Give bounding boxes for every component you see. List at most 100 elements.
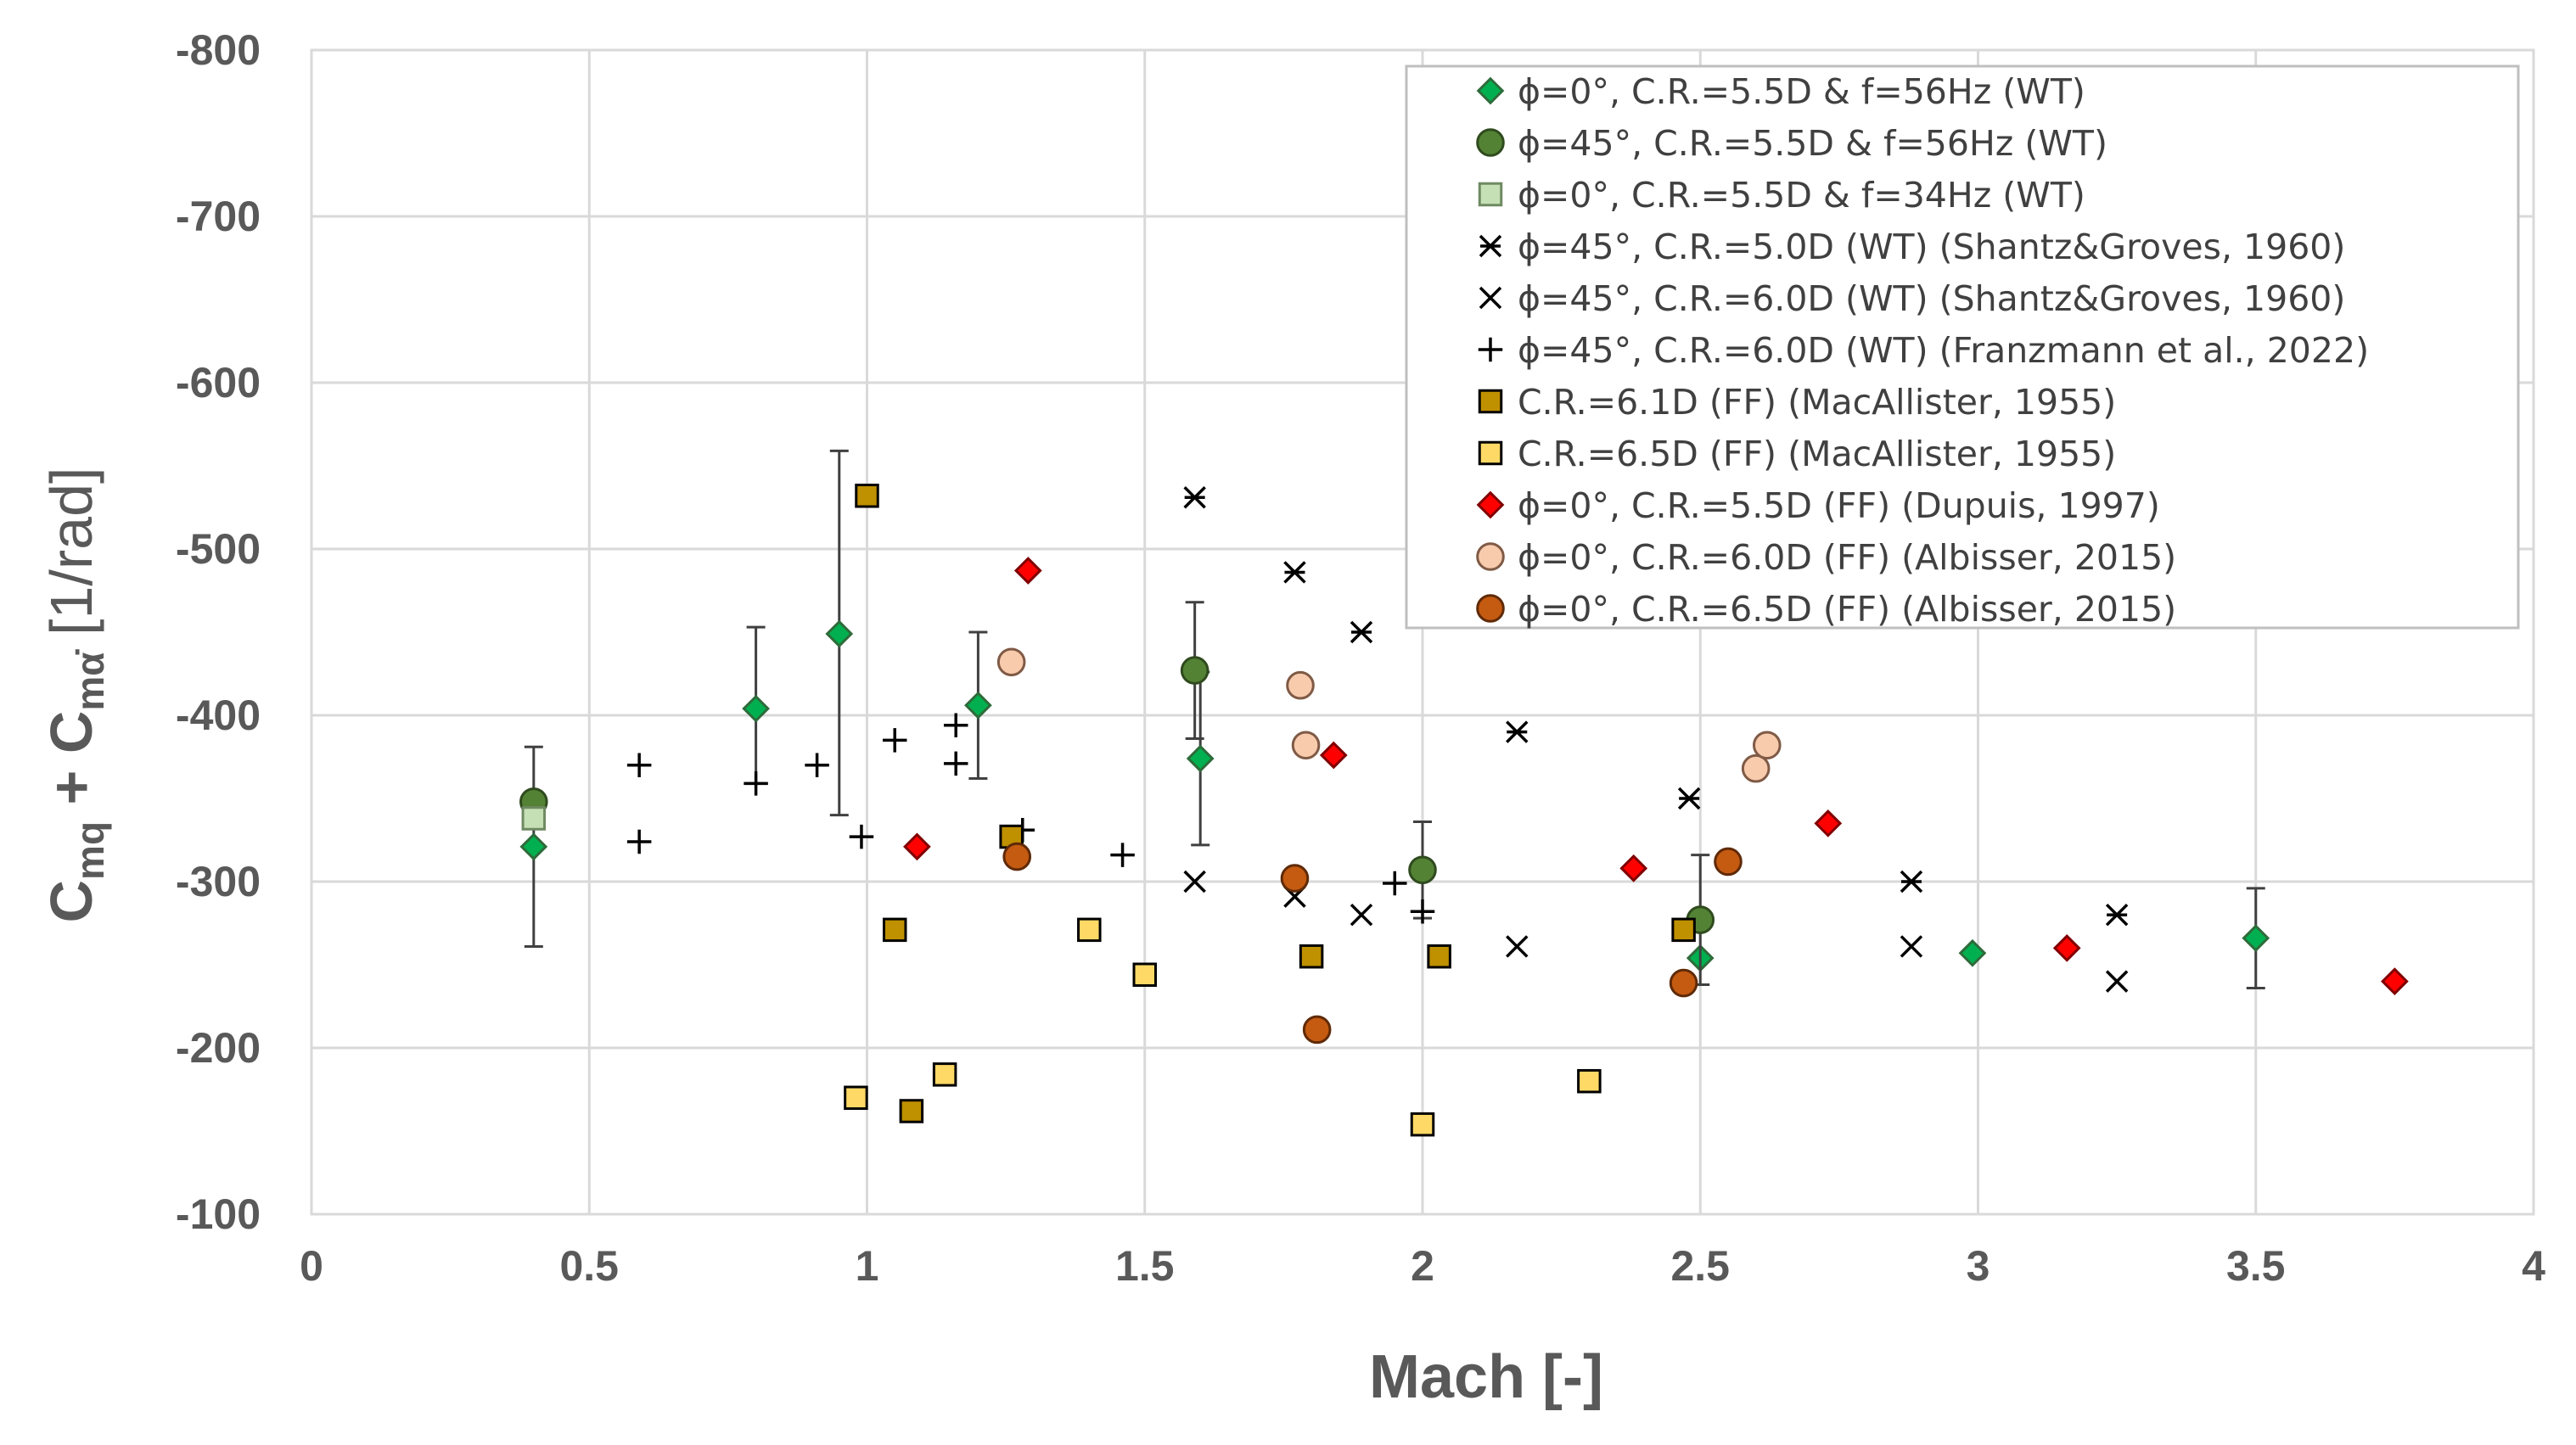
y-tick-label: -300: [176, 858, 261, 905]
data-point: [1410, 899, 1435, 924]
data-point: [1506, 720, 1529, 743]
data-point: [2105, 970, 2129, 993]
legend-label: ϕ=0°, C.R.=6.5D (FF) (Albisser, 2015): [1518, 589, 2176, 630]
legend-marker: [1478, 440, 1503, 466]
series-7: [844, 917, 1602, 1137]
series-0: [519, 449, 2270, 989]
legend-item-0: ϕ=0°, C.R.=5.5D & f=56Hz (WT): [1476, 71, 2085, 112]
legend-label: ϕ=0°, C.R.=5.5D & f=56Hz (WT): [1518, 71, 2085, 112]
data-point: [1900, 935, 1923, 958]
series-8: [903, 557, 2409, 995]
y-title-sub1: mq: [68, 821, 112, 880]
data-point: [1410, 1112, 1435, 1137]
data-point: [1383, 871, 1407, 896]
data-point: [626, 753, 652, 778]
data-point: [1741, 753, 1771, 783]
data-point: [932, 1062, 957, 1087]
x-tick-label: 1: [856, 1242, 879, 1290]
data-point: [1180, 656, 1209, 685]
data-point: [1506, 935, 1529, 958]
data-point: [1427, 944, 1451, 969]
data-point: [1110, 843, 1135, 867]
data-point: [521, 806, 547, 831]
legend-label: ϕ=0°, C.R.=5.5D & f=34Hz (WT): [1518, 175, 2085, 216]
legend-label: ϕ=45°, C.R.=5.5D & f=56Hz (WT): [1518, 123, 2107, 164]
data-point: [1283, 561, 1306, 584]
data-point: [744, 771, 768, 796]
legend-label: ϕ=0°, C.R.=6.0D (FF) (Albisser, 2015): [1518, 537, 2176, 578]
data-point: [1299, 944, 1324, 969]
data-point: [2242, 924, 2270, 953]
data-point: [1671, 917, 1696, 943]
legend-label: ϕ=45°, C.R.=5.0D (WT) (Shantz&Groves, 19…: [1518, 227, 2345, 267]
data-point: [1900, 870, 1923, 893]
series-6: [855, 484, 1696, 1123]
data-point: [943, 713, 968, 738]
data-point: [2381, 967, 2409, 995]
data-point: [1714, 847, 1743, 877]
data-point: [1619, 854, 1648, 882]
legend-marker: [1478, 337, 1503, 362]
y-title-c2: C: [38, 711, 104, 754]
series-2: [521, 806, 547, 831]
legend-item-4: ϕ=45°, C.R.=6.0D (WT) (Shantz&Groves, 19…: [1479, 278, 2345, 319]
legend-marker: [1476, 542, 1505, 571]
legend-marker: [1478, 182, 1503, 207]
y-axis-title: Cmq + Cmα̇ [1/rad]: [38, 468, 112, 923]
x-tick-label: 2.5: [1670, 1242, 1730, 1290]
legend-marker: [1478, 389, 1503, 414]
data-point: [1350, 903, 1373, 927]
data-point: [1814, 809, 1843, 837]
legend: ϕ=0°, C.R.=5.5D & f=56Hz (WT) ϕ=45°, C.R.…: [1405, 64, 2520, 630]
legend-label: ϕ=45°, C.R.=6.0D (WT) (Franzmann et al.,…: [1518, 330, 2369, 371]
x-tick-label: 2: [1411, 1242, 1434, 1290]
data-point: [1302, 1015, 1332, 1045]
x-tick-label: 0.5: [559, 1242, 619, 1290]
legend-label: C.R.=6.1D (FF) (MacAllister, 1955): [1518, 382, 2116, 423]
x-axis-title: Mach [-]: [1369, 1343, 1603, 1411]
y-title-units: [1/rad]: [38, 468, 104, 652]
data-point: [1577, 1068, 1602, 1094]
data-point: [1280, 864, 1310, 893]
x-tick-label: 0: [300, 1242, 323, 1290]
legend-item-9: ϕ=0°, C.R.=6.0D (FF) (Albisser, 2015): [1476, 537, 2176, 578]
data-point: [855, 484, 879, 508]
legend-item-5: ϕ=45°, C.R.=6.0D (WT) (Franzmann et al.,…: [1478, 330, 2369, 371]
data-marks: [519, 449, 2409, 1137]
data-point: [1132, 962, 1157, 988]
data-point: [742, 694, 770, 723]
legend-label: ϕ=45°, C.R.=6.0D (WT) (Shantz&Groves, 19…: [1518, 278, 2345, 319]
data-point: [964, 691, 992, 720]
data-point: [1350, 620, 1373, 644]
legend-label: ϕ=0°, C.R.=5.5D (FF) (Dupuis, 1997): [1518, 485, 2160, 526]
legend-marker: [1479, 234, 1502, 258]
data-point: [849, 824, 874, 849]
x-tick-label: 1.5: [1115, 1242, 1175, 1290]
y-title-c1: C: [38, 880, 104, 923]
y-title-sub2: mα̇: [68, 648, 112, 710]
legend-label: C.R.=6.5D (FF) (MacAllister, 1955): [1518, 434, 2116, 474]
y-tick-label: -500: [176, 525, 261, 573]
data-point: [1286, 670, 1315, 700]
series-3: [1183, 486, 2129, 927]
data-point: [996, 647, 1026, 677]
legend-marker: [1479, 286, 1502, 310]
legend-item-6: C.R.=6.1D (FF) (MacAllister, 1955): [1478, 382, 2116, 423]
legend-item-7: C.R.=6.5D (FF) (MacAllister, 1955): [1478, 434, 2116, 474]
data-point: [882, 917, 907, 943]
data-point: [1752, 731, 1782, 760]
y-tick-labels: -800 -700 -600 -500 -400 -300 -200 -100: [176, 26, 261, 1238]
y-tick-label: -700: [176, 193, 261, 240]
data-point: [1669, 968, 1698, 998]
data-point: [1077, 917, 1102, 943]
legend-item-2: ϕ=0°, C.R.=5.5D & f=34Hz (WT): [1478, 175, 2085, 216]
data-point: [844, 1085, 868, 1111]
data-point: [899, 1099, 924, 1123]
legend-item-3: ϕ=45°, C.R.=5.0D (WT) (Shantz&Groves, 19…: [1479, 227, 2345, 267]
y-tick-label: -400: [176, 692, 261, 739]
data-point: [2105, 903, 2129, 927]
data-point: [1183, 486, 1206, 509]
legend-item-1: ϕ=45°, C.R.=5.5D & f=56Hz (WT): [1476, 123, 2107, 164]
data-point: [519, 832, 548, 861]
